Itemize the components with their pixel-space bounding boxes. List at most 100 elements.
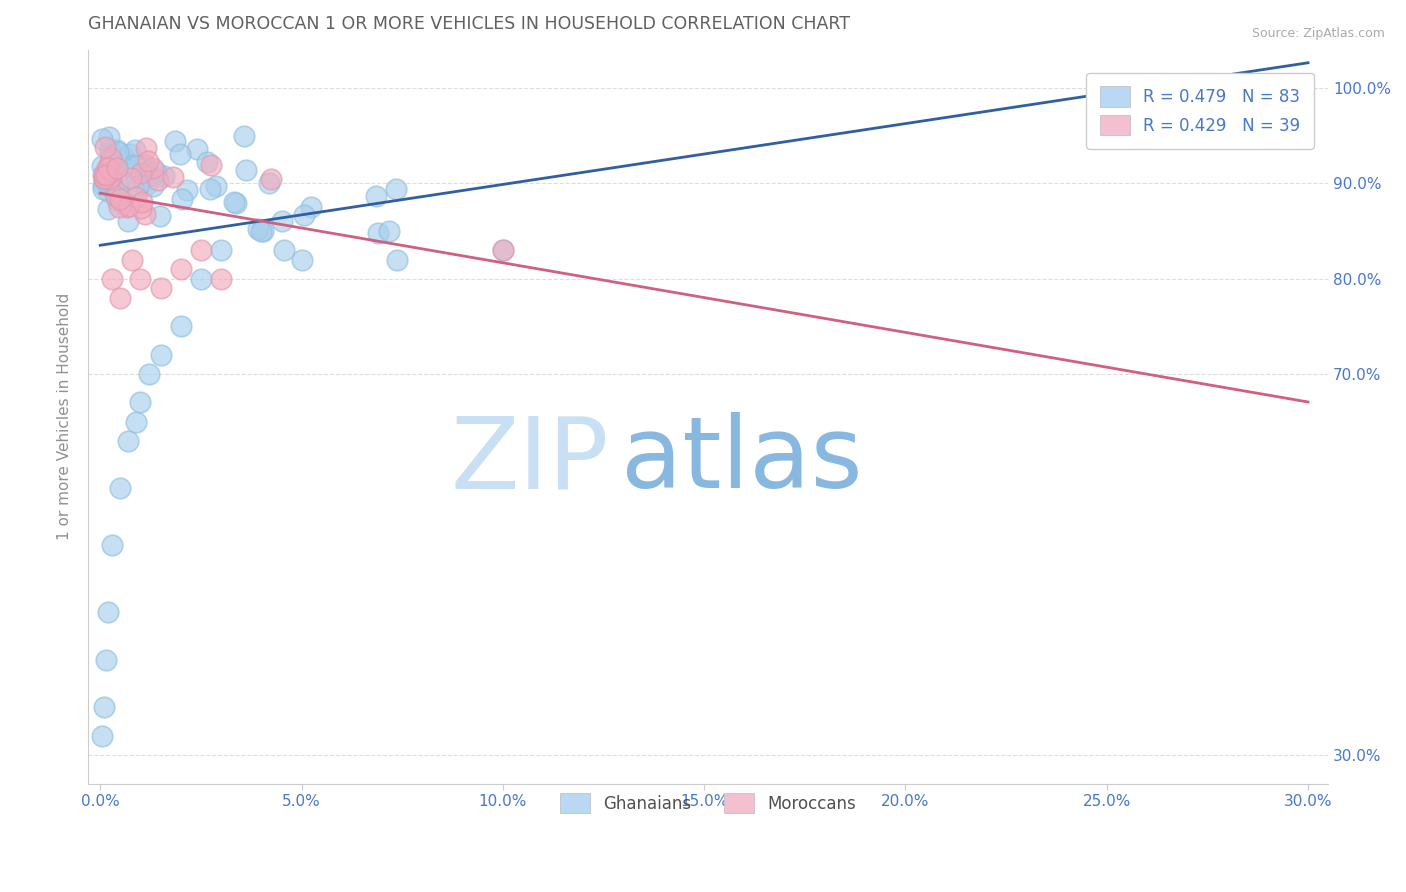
Point: [98, 154, 121, 169]
Point: [134, 158, 156, 172]
Point: [290, 252, 312, 267]
Point: [225, 195, 247, 210]
Point: [169, 147, 191, 161]
Point: [149, 209, 172, 223]
Point: [100, 171, 122, 186]
Point: [120, 170, 142, 185]
Point: [149, 348, 172, 362]
Point: [190, 271, 212, 285]
Point: [96, 169, 118, 183]
Point: [104, 189, 127, 203]
Point: [125, 174, 148, 188]
Point: [107, 200, 129, 214]
Point: [93, 167, 115, 181]
Point: [134, 159, 156, 173]
Point: [270, 214, 292, 228]
Point: [117, 159, 139, 173]
Point: [172, 193, 194, 207]
Point: [111, 195, 134, 210]
Point: [129, 395, 152, 409]
Point: [299, 200, 322, 214]
Point: [104, 186, 127, 200]
Point: [129, 271, 152, 285]
Point: [100, 152, 122, 166]
Point: [118, 199, 141, 213]
Y-axis label: 1 or more Vehicles in Household: 1 or more Vehicles in Household: [58, 293, 72, 541]
Point: [127, 179, 149, 194]
Point: [170, 319, 193, 334]
Point: [162, 169, 184, 184]
Point: [153, 169, 176, 184]
Point: [96, 172, 118, 186]
Point: [107, 145, 129, 159]
Point: [96, 653, 118, 667]
Legend: Ghanaians, Moroccans: Ghanaians, Moroccans: [547, 780, 870, 827]
Point: [125, 159, 148, 173]
Point: [97, 171, 120, 186]
Point: [367, 226, 389, 240]
Point: [105, 144, 128, 158]
Point: [246, 222, 269, 236]
Point: [235, 162, 257, 177]
Point: [364, 189, 387, 203]
Point: [91, 729, 114, 743]
Point: [91, 182, 114, 196]
Point: [135, 178, 157, 193]
Point: [125, 190, 148, 204]
Point: [121, 252, 143, 267]
Point: [209, 243, 232, 257]
Point: [492, 243, 515, 257]
Point: [97, 161, 120, 176]
Point: [100, 152, 122, 166]
Point: [101, 538, 124, 552]
Text: ZIP: ZIP: [450, 412, 609, 509]
Point: [142, 161, 165, 176]
Point: [93, 168, 115, 182]
Point: [131, 194, 153, 209]
Point: [273, 243, 295, 257]
Point: [250, 224, 273, 238]
Point: [387, 252, 409, 267]
Point: [190, 243, 212, 257]
Point: [292, 208, 315, 222]
Point: [96, 171, 118, 186]
Point: [117, 214, 139, 228]
Point: [146, 173, 169, 187]
Point: [91, 131, 114, 145]
Point: [135, 141, 157, 155]
Point: [117, 434, 139, 448]
Point: [105, 161, 128, 175]
Point: [136, 154, 159, 169]
Point: [94, 174, 117, 188]
Point: [107, 164, 129, 178]
Point: [224, 195, 246, 210]
Point: [110, 291, 132, 305]
Point: [195, 155, 218, 169]
Point: [94, 140, 117, 154]
Point: [142, 178, 165, 193]
Point: [107, 186, 129, 201]
Point: [385, 182, 408, 196]
Point: [205, 179, 228, 194]
Point: [93, 170, 115, 185]
Point: [98, 142, 121, 156]
Point: [163, 135, 186, 149]
Point: [93, 700, 115, 714]
Text: Source: ZipAtlas.com: Source: ZipAtlas.com: [1251, 27, 1385, 40]
Point: [117, 200, 139, 214]
Point: [98, 145, 121, 159]
Point: [134, 207, 156, 221]
Point: [118, 147, 141, 161]
Point: [108, 192, 131, 206]
Point: [97, 605, 120, 619]
Point: [98, 130, 121, 145]
Point: [232, 129, 254, 144]
Point: [198, 182, 221, 196]
Point: [91, 159, 114, 173]
Point: [132, 158, 155, 172]
Point: [105, 184, 128, 198]
Point: [96, 161, 118, 175]
Text: GHANAIAN VS MOROCCAN 1 OR MORE VEHICLES IN HOUSEHOLD CORRELATION CHART: GHANAIAN VS MOROCCAN 1 OR MORE VEHICLES …: [89, 15, 851, 33]
Point: [100, 163, 122, 178]
Point: [259, 176, 281, 190]
